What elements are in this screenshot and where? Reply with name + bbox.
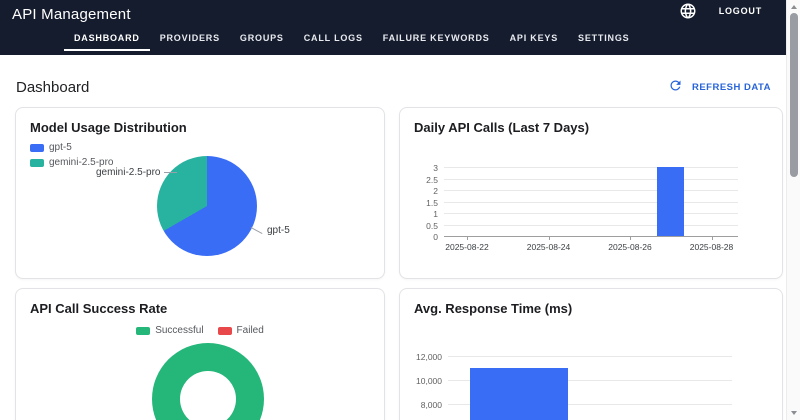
- globe-icon[interactable]: [679, 2, 697, 20]
- nav-tab-call-logs[interactable]: CALL LOGS: [303, 33, 363, 43]
- x-tick-label: 2025-08-28: [689, 242, 734, 252]
- legend-swatch: [217, 326, 232, 335]
- chart-title: API Call Success Rate: [30, 301, 168, 316]
- plot-area: [448, 356, 732, 420]
- x-tick-label: 2025-08-24: [526, 242, 571, 252]
- dashboard-grid: Model Usage Distribution gpt-5 gemini-2.5…: [15, 107, 783, 420]
- legend-swatch: [136, 326, 151, 335]
- y-tick-label: 2.5: [426, 174, 438, 185]
- nav-tab-settings[interactable]: SETTINGS: [578, 33, 630, 43]
- nav-tab-providers[interactable]: PROVIDERS: [159, 33, 220, 43]
- app-title: API Management: [12, 6, 131, 23]
- y-tick-label: 1: [433, 209, 438, 219]
- nav-tab-groups[interactable]: GROUPS: [239, 33, 284, 43]
- refresh-label: REFRESH DATA: [691, 81, 771, 93]
- vertical-scrollbar[interactable]: [786, 0, 800, 420]
- legend-label: gpt-5: [49, 142, 72, 153]
- gridline: [448, 356, 732, 357]
- legend-swatch: [30, 143, 44, 152]
- card-model-usage: Model Usage Distribution gpt-5 gemini-2.5…: [15, 107, 385, 279]
- main-content: Dashboard REFRESH DATA Model Usage Distr…: [0, 79, 786, 420]
- nav-tab-failure-keywords[interactable]: FAILURE KEYWORDS: [382, 33, 490, 43]
- legend-item: Failed: [217, 325, 264, 336]
- gridline: [444, 213, 738, 214]
- plot-area: [444, 167, 738, 237]
- legend-label: Failed: [236, 325, 264, 336]
- gridline: [444, 190, 738, 191]
- pie-callout-gemini: gemini-2.5-pro: [96, 167, 178, 178]
- gridline: [444, 178, 738, 180]
- legend-item: gpt-5: [30, 142, 370, 153]
- y-tick-label: 8,000: [420, 400, 442, 410]
- donut-chart: [152, 343, 264, 420]
- donut-legend: Successful Failed: [30, 325, 370, 336]
- pie-callout-gpt5: gpt-5: [250, 225, 290, 236]
- gridline: [444, 167, 738, 168]
- gridline: [448, 404, 732, 405]
- legend-label: gemini-2.5-pro: [49, 157, 114, 168]
- card-daily-api-calls: Daily API Calls (Last 7 Days) 0 0.5 1 1.5 2 2…: [399, 107, 783, 279]
- app-header: API Management DASHBOARD PROVIDERS GROUPS C…: [0, 0, 786, 55]
- chart-title: Avg. Response Time (ms): [414, 301, 573, 316]
- gridline: [448, 380, 732, 381]
- x-tickmark: [467, 236, 468, 240]
- legend-swatch: [30, 158, 44, 167]
- donut-hole: [180, 371, 236, 420]
- scrollbar-down-arrow[interactable]: [791, 411, 797, 415]
- x-tickmark: [711, 236, 713, 240]
- x-tickmark: [548, 236, 550, 240]
- y-tick-label: 1.5: [426, 197, 438, 208]
- refresh-data-button[interactable]: REFRESH DATA: [668, 78, 771, 96]
- card-avg-response-time: Avg. Response Time (ms) 02,0004,0006,000…: [399, 288, 783, 420]
- x-tick-label: 2025-08-26: [608, 242, 652, 252]
- y-tick-label: 2: [433, 186, 438, 196]
- nav-tab-api-keys[interactable]: API KEYS: [509, 33, 559, 43]
- card-success-rate: API Call Success Rate Successful Failed: [15, 288, 385, 420]
- y-tick-label: 0: [433, 232, 438, 242]
- daily-calls-chart: 0 0.5 1 1.5 2 2.5 3 2025-08-22 2025-08-24 2025-08…: [400, 108, 782, 278]
- gridline: [444, 236, 738, 237]
- nav-right: LOGOUT: [679, 0, 762, 22]
- scrollbar-up-arrow[interactable]: [791, 5, 797, 9]
- x-tick-label: 2025-08-22: [445, 242, 489, 252]
- legend-item: Successful: [136, 325, 204, 336]
- legend-item: gemini-2.5-pro: [30, 157, 370, 168]
- legend-label: Successful: [155, 325, 204, 336]
- main-nav: DASHBOARD PROVIDERS GROUPS CALL LOGS FAILURE…: [64, 29, 639, 55]
- nav-row: DASHBOARD PROVIDERS GROUPS CALL LOGS FAILURE…: [64, 29, 786, 55]
- gridline: [444, 224, 738, 226]
- y-tick-label: 10,000: [416, 376, 442, 386]
- chart-title: Model Usage Distribution: [30, 120, 187, 135]
- page-head: Dashboard REFRESH DATA: [16, 78, 771, 96]
- bar: [470, 368, 568, 420]
- scrollbar-thumb[interactable]: [790, 13, 798, 177]
- nav-tab-dashboard[interactable]: DASHBOARD: [64, 29, 150, 51]
- chart-title: Daily API Calls (Last 7 Days): [414, 120, 590, 135]
- x-tickmark: [630, 236, 631, 240]
- page-title: Dashboard: [16, 78, 90, 96]
- logout-button[interactable]: LOGOUT: [718, 6, 762, 16]
- pie-legend: gpt-5 gemini-2.5-pro: [30, 142, 370, 168]
- y-tick-label: 0.5: [426, 220, 438, 231]
- bar: [657, 167, 685, 236]
- gridline: [444, 201, 738, 203]
- refresh-icon: [668, 78, 683, 96]
- y-tick-label: 12,000: [416, 352, 442, 362]
- y-tick-label: 3: [433, 163, 438, 173]
